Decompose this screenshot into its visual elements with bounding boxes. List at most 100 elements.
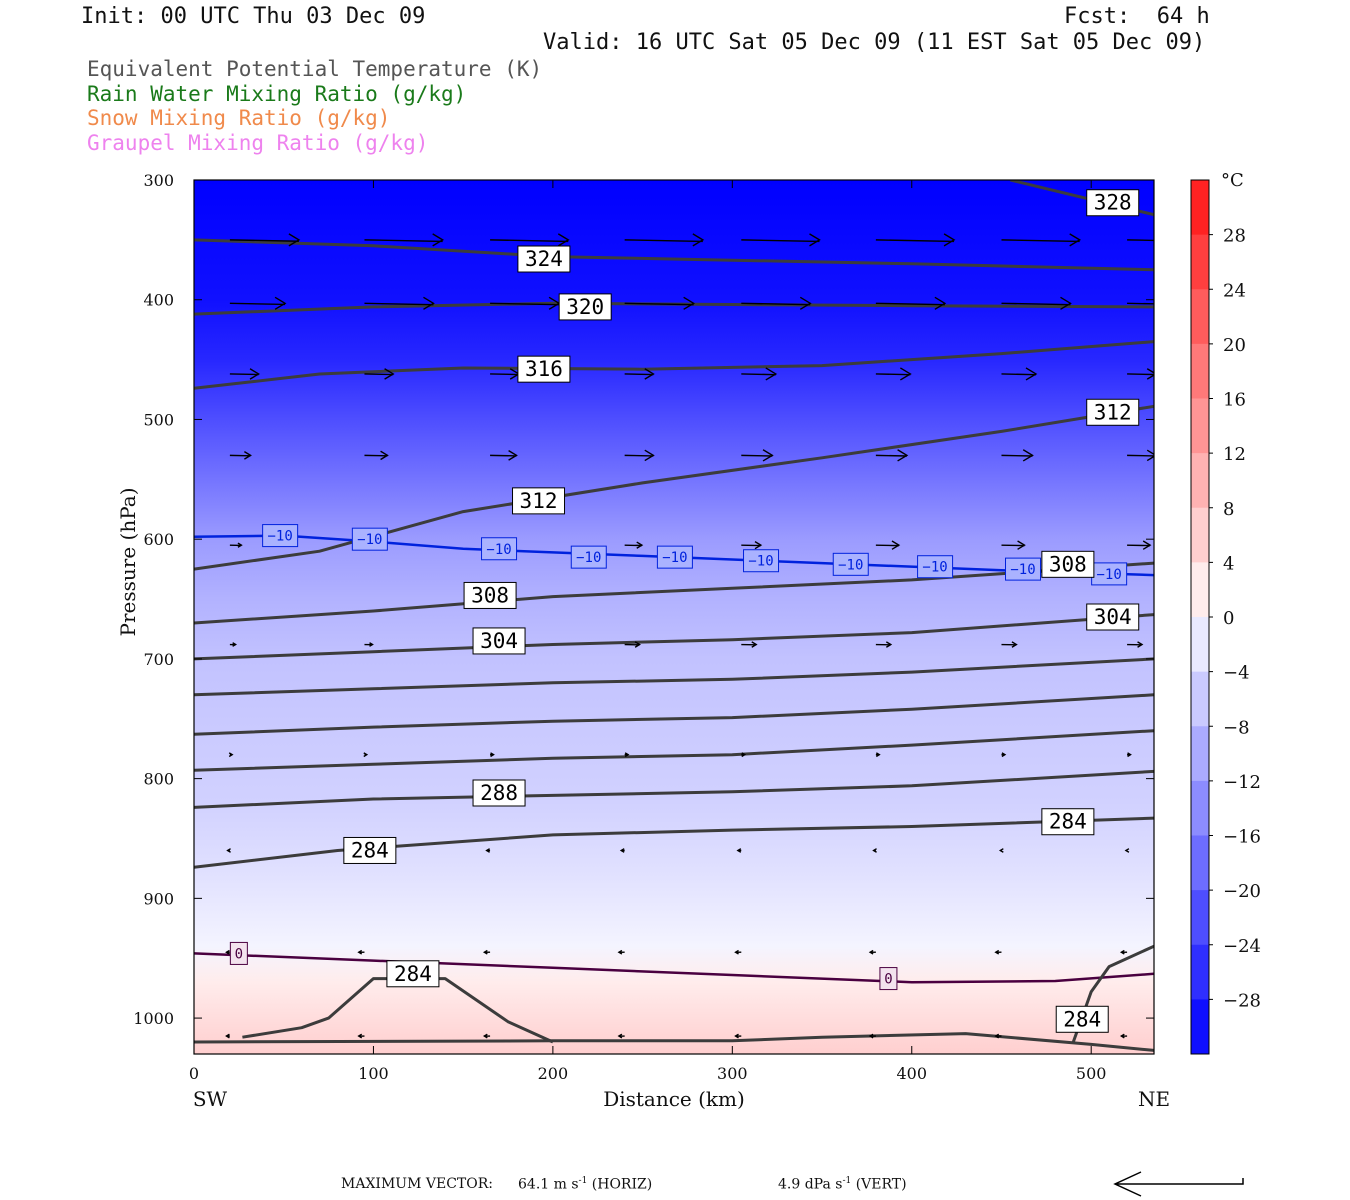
wind-vector	[875, 233, 956, 247]
isotherm-label: 0	[229, 941, 248, 965]
svg-text:284: 284	[394, 962, 432, 986]
wind-vector	[734, 949, 742, 955]
colorbar-segment	[1191, 398, 1209, 454]
theta-e-label: 324	[517, 245, 571, 273]
wind-vector	[1127, 449, 1154, 462]
wind-vector	[1127, 641, 1144, 648]
svg-text:−10: −10	[748, 554, 773, 570]
svg-text:−10: −10	[1010, 562, 1035, 578]
valid-time: Valid: 16 UTC Sat 05 Dec 09 (11 EST Sat …	[543, 30, 1206, 55]
wind-vector	[624, 541, 644, 549]
wind-vector	[875, 296, 947, 310]
colorbar-tick-label: 28	[1223, 226, 1246, 247]
theta-e-contour-304	[194, 613, 1154, 661]
max-vector-label: MAXIMUM VECTOR:	[341, 1176, 493, 1192]
plot-area: −10 −10 −10 −10 −10 −10 −10 −10 −10 −10 0 0 328 32432…	[116, 170, 1261, 1111]
wind-vector	[1001, 233, 1082, 247]
x-tick-label: 300	[717, 1064, 748, 1083]
theta-e-contour	[194, 657, 1154, 697]
wind-vector	[490, 450, 518, 461]
wind-vector	[364, 368, 395, 380]
isotherm-line-0	[194, 952, 1154, 984]
y-tick-label: 600	[143, 530, 174, 549]
colorbar-tick-label: −16	[1223, 827, 1261, 848]
svg-text:−10: −10	[576, 550, 601, 566]
isotherm-label: −10	[351, 527, 388, 551]
svg-text:−10: −10	[357, 532, 382, 548]
wind-vector	[482, 949, 491, 955]
wind-vector	[228, 752, 234, 758]
colorbar-segment	[1191, 234, 1209, 290]
y-tick-label: 900	[143, 889, 174, 908]
isotherm-label: −10	[1005, 557, 1042, 581]
svg-text:284: 284	[1063, 1007, 1101, 1031]
theta-e-label: 304	[1086, 603, 1140, 631]
svg-text:316: 316	[525, 357, 563, 381]
x-tick-label: 100	[358, 1064, 389, 1083]
svg-text:304: 304	[1094, 605, 1132, 629]
theta-e-label: 284	[1041, 808, 1095, 836]
wind-vector	[624, 641, 641, 648]
wind-vector	[1001, 540, 1026, 550]
theta-e-label: 284	[386, 960, 440, 988]
wind-vector	[741, 752, 747, 758]
y-axis-title: Pressure (hPa)	[116, 488, 140, 637]
colorbar-segment	[1191, 835, 1209, 891]
colorbar-segment	[1191, 999, 1209, 1055]
isotherm-label: −10	[570, 545, 607, 569]
colorbar-tick-label: 4	[1223, 553, 1234, 574]
theta-e-label: 312	[1086, 398, 1140, 426]
plot-frame	[193, 179, 1155, 1055]
colorbar-segment	[1191, 780, 1209, 836]
theta-e-contour	[194, 693, 1154, 736]
forecast-hour: Fcst: 64 h	[1064, 4, 1210, 29]
x-axis-title: Distance (km)	[603, 1087, 745, 1111]
reference-vector-arrow	[1113, 1171, 1244, 1197]
theta-e-contour	[194, 729, 1154, 772]
svg-text:304: 304	[480, 629, 518, 653]
wind-vector	[364, 642, 374, 647]
x-tick-label: 500	[1076, 1064, 1107, 1083]
wind-vector	[229, 296, 287, 310]
isotherm-label: −10	[262, 524, 299, 548]
cross-section-chart: −10 −10 −10 −10 −10 −10 −10 −10 −10 −10 0 0 328 32432…	[116, 170, 1261, 1111]
x-right-end-label: NE	[1138, 1087, 1170, 1111]
x-tick-label: 200	[538, 1064, 569, 1083]
colorbar-segment	[1191, 617, 1209, 673]
temperature-fill	[194, 180, 1154, 1054]
wind-vector	[482, 1033, 491, 1039]
wind-vector	[225, 949, 230, 955]
max-horizontal-vector: 64.1 m s-1 (HORIZ)	[518, 1176, 653, 1193]
contour-layer: −10 −10 −10 −10 −10 −10 −10 −10 −10 −10 0 0 328 32432…	[194, 180, 1154, 1052]
wind-vector	[619, 848, 625, 853]
wind-vector	[364, 296, 435, 310]
svg-text:328: 328	[1094, 191, 1132, 215]
theta-e-contour-316	[194, 340, 1154, 390]
wind-vector	[994, 949, 1002, 955]
wind-vector	[998, 848, 1004, 853]
colorbar-tick-label: −8	[1223, 717, 1250, 738]
wind-vector	[363, 752, 369, 758]
wind-vector	[624, 449, 655, 462]
wind-vector	[624, 368, 655, 380]
colorbar-tick-label: −12	[1223, 772, 1261, 793]
colorbar-tick-label: 24	[1223, 280, 1246, 301]
wind-vector	[1127, 752, 1132, 758]
y-tick-label: 700	[143, 650, 174, 669]
wind-vector	[1001, 367, 1038, 381]
theta-e-contour-324	[194, 238, 1154, 272]
svg-text:−10: −10	[662, 550, 687, 566]
y-tick-label: 300	[143, 171, 174, 190]
wind-vector	[872, 848, 877, 853]
wind-vector	[994, 1033, 1002, 1039]
colorbar-tick-label: 20	[1223, 335, 1246, 356]
svg-text:308: 308	[1049, 552, 1087, 576]
svg-text:0: 0	[884, 972, 892, 988]
wind-vector	[875, 641, 893, 648]
legend-snow-mixing-ratio: Snow Mixing Ratio (g/kg)	[87, 106, 391, 130]
theta-e-label: 320	[558, 293, 612, 321]
theta-e-label: 312	[512, 487, 566, 515]
colorbar-tick-label: −24	[1223, 936, 1261, 957]
wind-vector	[1119, 949, 1128, 955]
svg-text:288: 288	[480, 781, 518, 805]
